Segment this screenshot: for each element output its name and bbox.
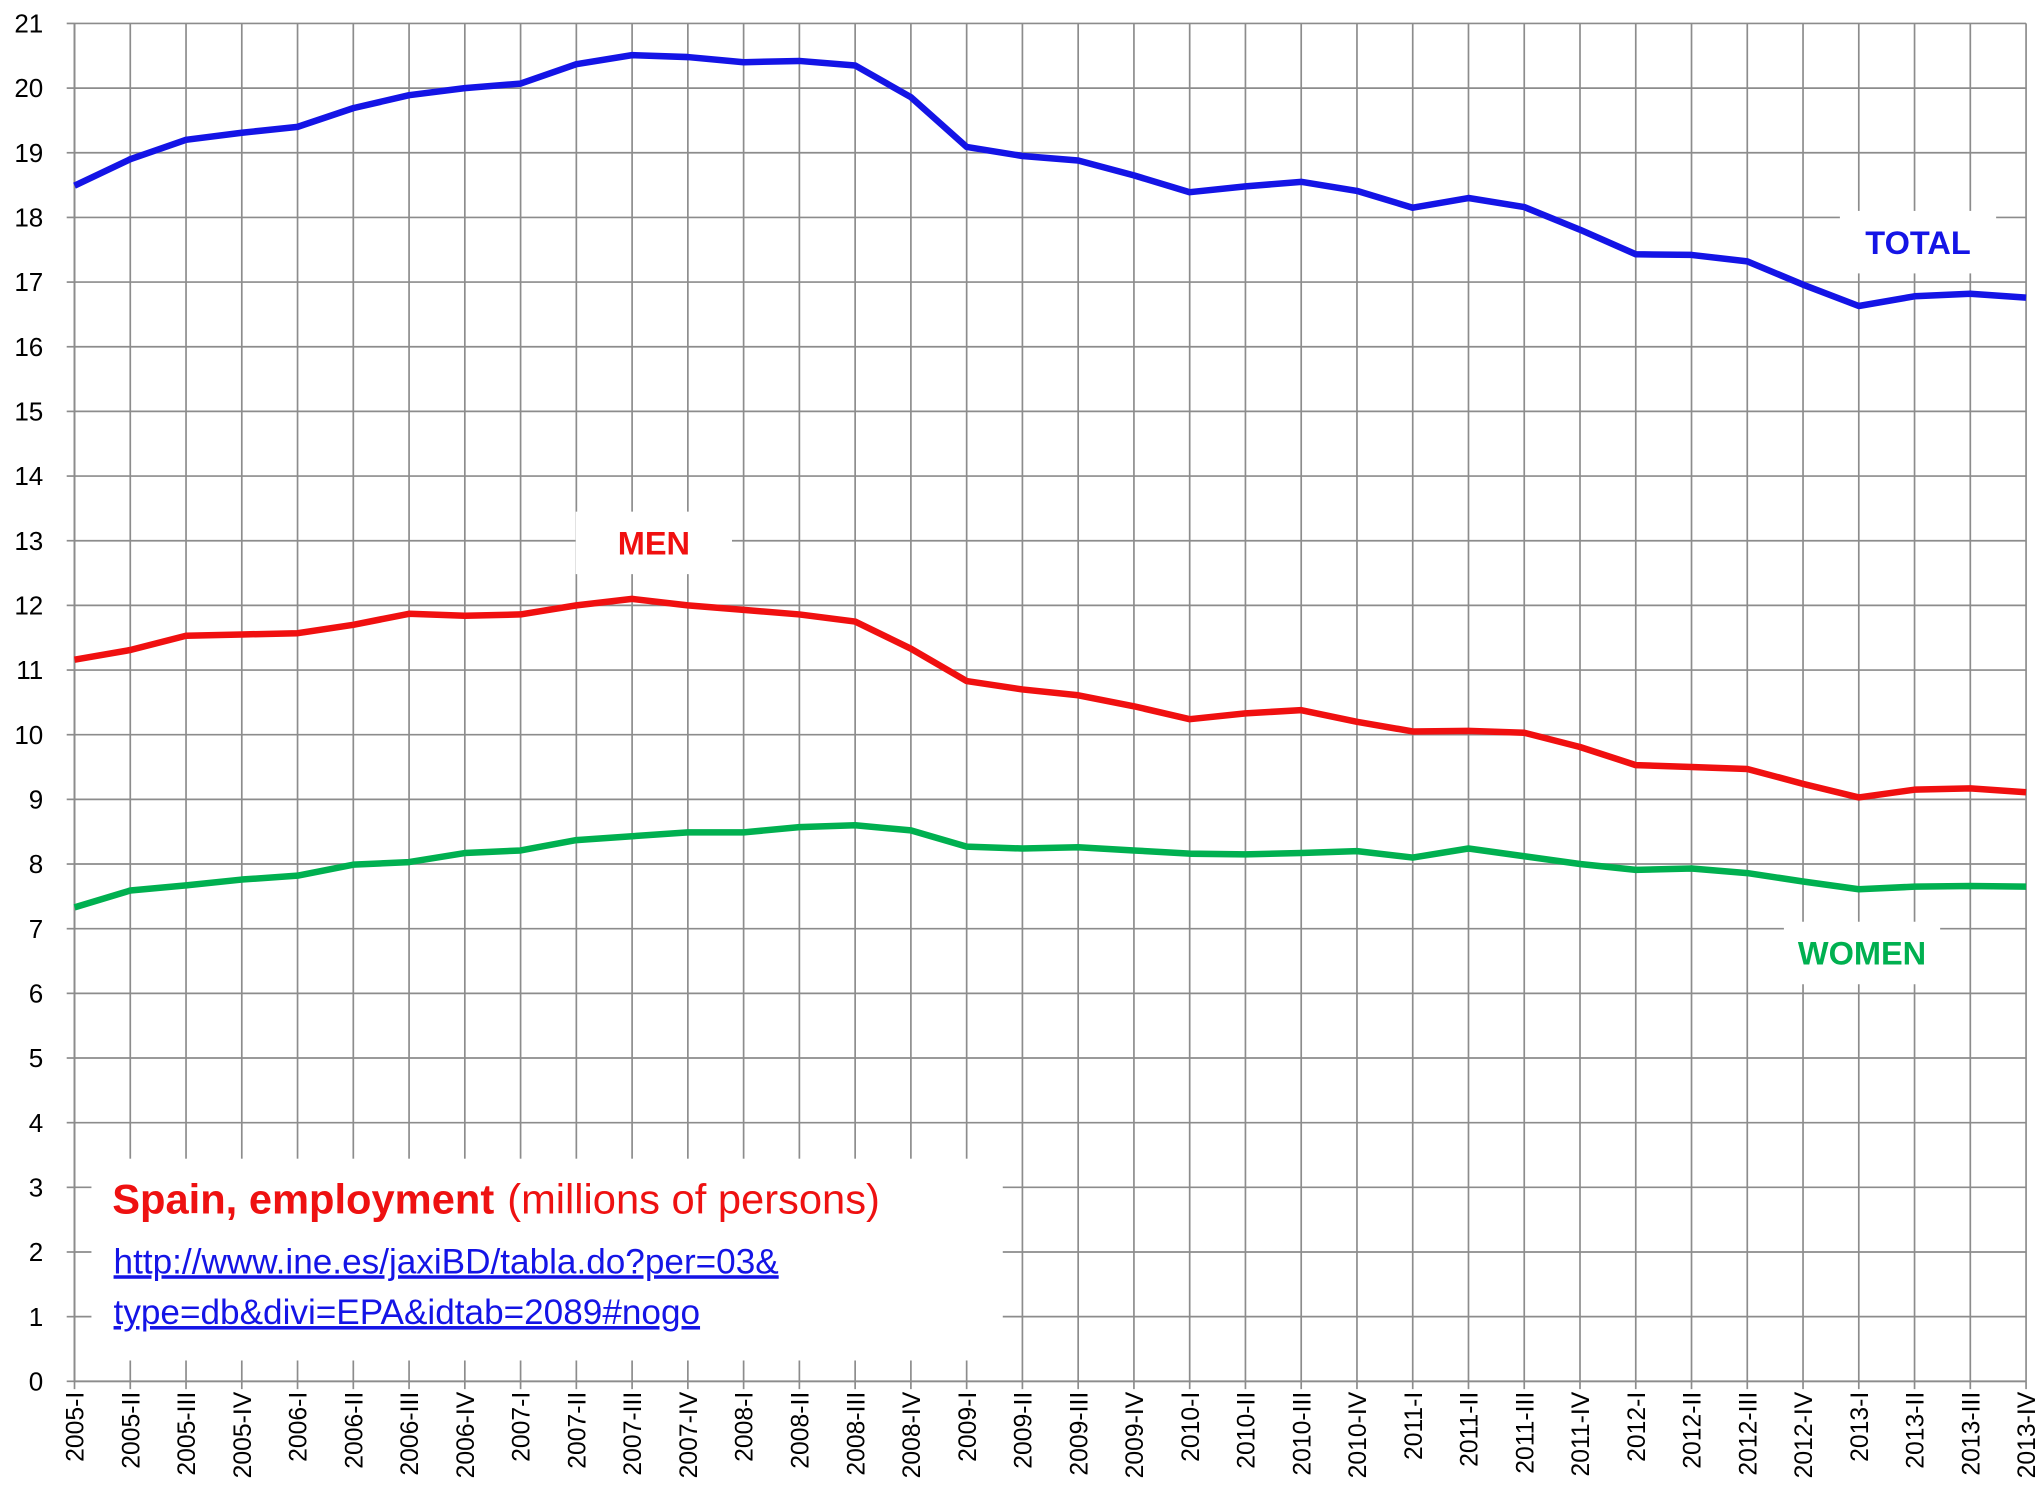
title: Spain, employment xyxy=(112,1175,494,1222)
y-tick-label: 15 xyxy=(14,397,43,427)
x-tick-label: 2010-III xyxy=(1289,1392,1316,1476)
x-tick-label: 2013-II xyxy=(1903,1392,1930,1469)
source-link[interactable]: http://www.ine.es/jaxiBD/tabla.do?per=03… xyxy=(114,1242,779,1281)
series-label-bg xyxy=(1839,210,1997,274)
y-tick-label: 16 xyxy=(14,332,43,362)
annotation-box xyxy=(91,1158,1003,1361)
x-tick-label: 2009-II xyxy=(1011,1392,1038,1469)
x-tick-label: 2012-III xyxy=(1735,1392,1762,1476)
y-tick-label: 19 xyxy=(14,138,43,168)
x-tick-label: 2011-I xyxy=(1401,1392,1428,1460)
x-tick-label: 2013-III xyxy=(1958,1392,1985,1476)
x-tick-label: 2009-III xyxy=(1066,1392,1093,1476)
series-line xyxy=(73,821,2027,911)
series-label: TOTAL xyxy=(1865,225,1970,261)
x-tick-label: 2006-III xyxy=(397,1392,424,1476)
x-tick-label: 2006-II xyxy=(341,1392,368,1469)
x-tick-label: 2008-II xyxy=(787,1392,814,1469)
x-tick-label: 2007-III xyxy=(620,1392,647,1476)
y-tick-label: 9 xyxy=(29,784,43,814)
y-tick-label: 18 xyxy=(14,203,43,233)
x-tick-label: 2006-I xyxy=(286,1392,313,1462)
x-tick-label: 2013-IV xyxy=(2014,1391,2041,1478)
series-label-bg xyxy=(1783,921,1941,985)
x-tick-label: 2006-IV xyxy=(453,1391,480,1478)
x-tick-label: 2010-II xyxy=(1234,1392,1261,1469)
x-tick-label: 2005-II xyxy=(118,1392,145,1469)
y-tick-label: 7 xyxy=(29,914,43,944)
y-tick-label: 5 xyxy=(29,1043,43,1073)
source-link[interactable]: type=db&divi=EPA&idtab=2089#nogo xyxy=(114,1293,700,1332)
y-tick-label: 12 xyxy=(14,590,43,620)
x-tick-label: 2008-III xyxy=(843,1392,870,1476)
x-tick-label: 2009-I xyxy=(955,1392,982,1462)
x-tick-label: 2010-IV xyxy=(1345,1391,1372,1478)
y-tick-label: 14 xyxy=(14,461,43,491)
y-tick-label: 0 xyxy=(29,1366,43,1396)
series-label: WOMEN xyxy=(1798,936,1926,972)
y-tick-label: 10 xyxy=(14,720,43,750)
x-tick-label: 2005-IV xyxy=(230,1391,257,1478)
series-line xyxy=(73,51,2027,310)
x-tick-label: 2007-II xyxy=(564,1392,591,1469)
x-tick-label: 2012-I xyxy=(1624,1392,1651,1462)
x-tick-label: 2005-I xyxy=(63,1392,90,1462)
y-tick-label: 13 xyxy=(14,526,43,556)
x-tick-label: 2012-II xyxy=(1680,1392,1707,1469)
x-tick-label: 2007-IV xyxy=(676,1391,703,1478)
x-tick-label: 2008-I xyxy=(732,1392,759,1462)
lines xyxy=(73,51,2027,911)
y-tick-label: 3 xyxy=(29,1172,43,1202)
y-tick-label: 20 xyxy=(14,73,43,103)
x-tick-label: 2013-I xyxy=(1847,1392,1874,1462)
subtitle: (millions of persons) xyxy=(507,1175,880,1222)
annotation-title: Spain, employment (millions of persons) xyxy=(112,1175,880,1222)
x-tick-label: 2010-I xyxy=(1178,1392,1205,1462)
y-tick-label: 6 xyxy=(29,978,43,1008)
x-tick-label: 2011-III xyxy=(1512,1392,1539,1474)
x-tick-label: 2011-IV xyxy=(1568,1391,1595,1476)
x-tick-label: 2012-IV xyxy=(1791,1391,1818,1478)
y-tick-label: 17 xyxy=(14,267,43,297)
series-label-bg xyxy=(575,511,732,575)
series-label: MEN xyxy=(618,526,690,562)
y-tick-label: 1 xyxy=(29,1302,43,1332)
y-tick-label: 21 xyxy=(14,9,43,39)
x-tick-label: 2005-III xyxy=(174,1392,201,1476)
y-tick-label: 11 xyxy=(16,655,43,685)
y-tick-label: 4 xyxy=(29,1108,43,1138)
x-tick-label: 2007-I xyxy=(509,1392,536,1462)
series-line xyxy=(73,595,2027,801)
x-tick-label: 2009-IV xyxy=(1122,1391,1149,1478)
x-tick-label: 2011-II xyxy=(1457,1392,1484,1467)
y-tick-label: 2 xyxy=(29,1237,43,1267)
y-tick-label: 8 xyxy=(29,849,43,879)
x-tick-label: 2008-IV xyxy=(899,1391,926,1478)
